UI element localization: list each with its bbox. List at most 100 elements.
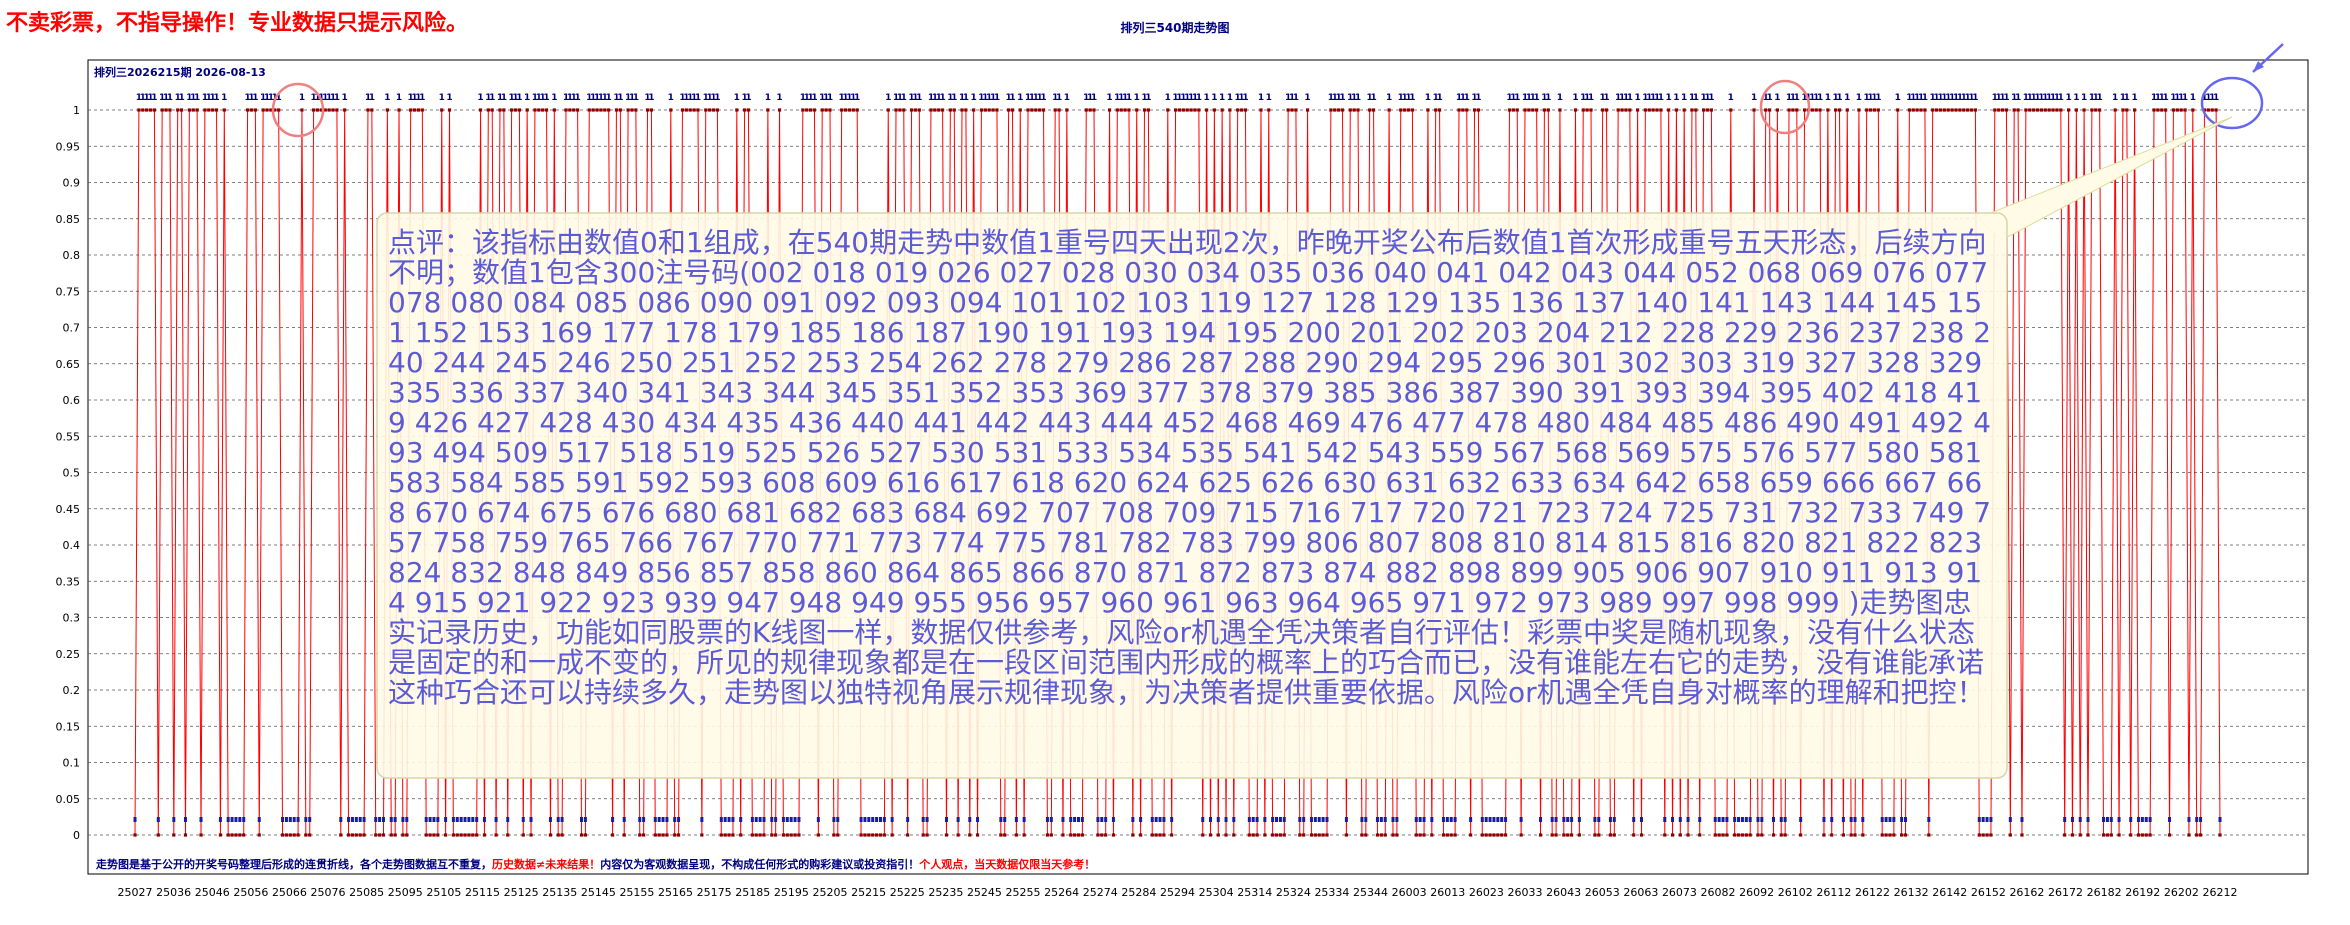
data-point [541,108,545,112]
data-label: 1 [1794,93,1800,103]
zero-label-mark [1321,817,1325,822]
x-tick-label: 25046 [195,886,230,899]
data-point [1523,108,1527,112]
data-label: 1 [2159,93,2165,103]
data-label: 1 [1258,93,1264,103]
data-point [2094,108,2098,112]
zero-label-mark [1076,817,1080,822]
x-tick-label: 25085 [349,886,384,899]
data-point [704,108,708,112]
data-point [1686,833,1690,837]
data-point [1193,108,1197,112]
data-point [1764,108,1768,112]
zero-label-mark [428,817,432,822]
data-point [700,833,704,837]
data-point [346,833,351,837]
data-label: 1 [1557,93,1563,103]
data-label: 1 [2003,93,2009,103]
data-point [847,108,852,112]
data-point [1981,833,1985,837]
data-label: 1 [1328,93,1334,103]
zero-label-mark [494,817,498,822]
data-point [711,108,716,112]
x-tick-label: 26073 [1662,886,1697,899]
data-point [1880,833,1884,837]
x-tick-label: 26172 [2048,886,2083,899]
data-point [1678,833,1682,837]
data-label: 1 [1867,93,1873,103]
data-point [1399,108,1403,112]
x-tick-label: 25066 [272,886,307,899]
data-label: 1 [1875,93,1881,103]
data-point [1853,833,1857,837]
data-point [1655,108,1659,112]
data-point [424,833,428,837]
data-point [2035,108,2040,112]
data-label: 1 [1196,93,1202,103]
comment-line: 93 494 509 517 518 519 525 526 527 530 5… [388,436,1991,469]
data-point [207,108,211,112]
data-label: 1 [959,93,965,103]
data-point [653,833,657,837]
data-point [335,108,339,112]
data-label: 1 [1790,93,1796,103]
x-tick-label: 25125 [504,886,539,899]
x-tick-label: 25245 [967,886,1002,899]
data-label: 1 [524,93,530,103]
data-point [2202,108,2207,112]
data-point [1104,833,1108,837]
zero-label-mark [859,817,863,822]
data-point [715,108,720,112]
data-label: 1 [617,93,623,103]
zero-label-mark [1771,817,1775,822]
data-label: 1 [1708,93,1714,103]
zero-label-mark [2102,817,2106,822]
data-point [145,108,149,112]
data-label: 1 [221,93,227,103]
zero-label-mark [754,817,758,822]
data-point [1294,108,1298,112]
zero-label-mark [1577,817,1581,822]
data-point [1531,108,1535,112]
zero-label-mark [1519,817,1523,822]
data-point [490,108,494,112]
data-point [1115,108,1119,112]
zero-label-mark [482,817,486,822]
data-point [1725,833,1729,837]
data-point [1849,833,1853,837]
zero-label-mark [304,817,308,822]
data-point [610,833,615,837]
comment-line: 点评：该指标由数值0和1组成，在540期走势中数值1重号四天出现2次，昨晚开奖公… [388,226,1987,259]
zero-label-mark [389,817,393,822]
y-tick-label: 0.5 [63,467,81,480]
data-label: 1 [1087,93,1093,103]
data-point [723,833,727,837]
data-label: 1 [571,93,577,103]
zero-label-mark [347,817,351,822]
data-label: 1 [2023,93,2029,103]
data-point [1639,833,1644,837]
data-point [1488,833,1492,837]
x-tick-label: 26003 [1392,886,1427,899]
data-label: 1 [1941,93,1947,103]
data-point [2016,108,2020,112]
data-point [983,108,987,112]
zero-label-mark [1632,817,1636,822]
data-point [1969,108,1974,112]
data-point [964,108,968,112]
data-point [995,108,999,112]
data-label: 1 [244,93,250,103]
data-label: 1 [1165,93,1171,103]
comment-line: 4 915 921 922 923 939 947 948 949 955 95… [388,586,1972,619]
data-point [137,108,141,112]
data-point [1092,108,1096,112]
data-label: 1 [210,93,216,103]
data-point [222,108,226,112]
x-tick-label: 25324 [1276,886,1311,899]
zero-label-mark [199,817,203,822]
zero-label-mark [611,817,615,822]
data-point [1907,108,1911,112]
data-point [1073,833,1077,837]
